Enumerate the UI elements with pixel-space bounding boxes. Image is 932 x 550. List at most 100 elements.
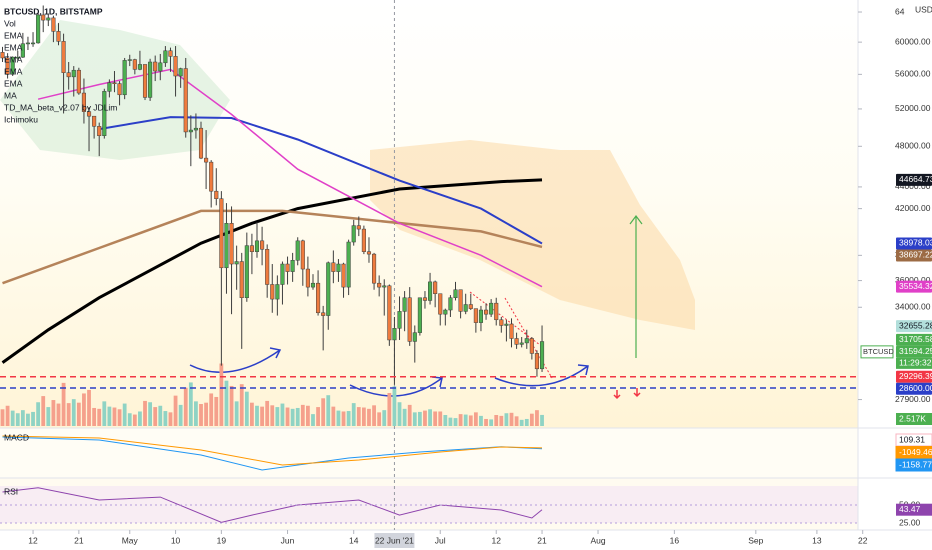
price-tag-label: 35534.32 bbox=[899, 281, 932, 291]
candle-body bbox=[20, 43, 25, 58]
price-tag-label: 31594.25 bbox=[899, 346, 932, 356]
ma-line bbox=[99, 116, 543, 245]
candle-body bbox=[397, 311, 402, 329]
volume-bar bbox=[204, 402, 208, 426]
legend-item: EMA bbox=[4, 78, 23, 88]
candle-body bbox=[448, 297, 453, 311]
candle-body bbox=[422, 297, 428, 301]
volume-bar bbox=[46, 407, 51, 426]
y-tick-label: 36000.00 bbox=[895, 275, 931, 285]
crosshair-label-bg bbox=[374, 533, 415, 548]
candle-body bbox=[484, 309, 489, 315]
candle-body bbox=[239, 261, 244, 298]
volume-bar bbox=[10, 410, 15, 426]
volume-bar bbox=[132, 414, 137, 426]
volume-bar bbox=[479, 415, 483, 426]
y-tick-label: 34000.00 bbox=[895, 302, 931, 312]
chart-title: BTCUSD, 1D, BITSTAMP bbox=[4, 6, 103, 16]
volume-bar bbox=[97, 408, 102, 426]
volume-bar bbox=[138, 411, 142, 426]
x-tick-label: 13 bbox=[812, 535, 822, 545]
volume-bar bbox=[163, 411, 168, 426]
candle-body bbox=[260, 240, 265, 250]
candle-body bbox=[336, 263, 341, 272]
y-tick-label: 52000.00 bbox=[895, 103, 931, 113]
volume-bar bbox=[489, 419, 494, 426]
volume-bar bbox=[143, 400, 147, 426]
candle-body bbox=[183, 68, 188, 133]
price-tag bbox=[896, 249, 932, 262]
volume-bar bbox=[66, 403, 71, 426]
price-tag bbox=[896, 370, 932, 383]
macd-tag-label: -1049.46 bbox=[899, 447, 932, 457]
volume-bar bbox=[41, 396, 46, 426]
volume-bar bbox=[306, 405, 310, 426]
volume-bar bbox=[199, 404, 203, 426]
candle-body bbox=[499, 319, 504, 326]
annotation-arrow bbox=[629, 215, 643, 225]
countdown-bg bbox=[896, 357, 932, 369]
volume-bar bbox=[504, 413, 509, 426]
candle-body bbox=[463, 304, 468, 312]
volume-bar bbox=[31, 411, 35, 426]
candle-body bbox=[219, 198, 224, 269]
candle-body bbox=[407, 297, 412, 342]
legend-item: Ichimoku bbox=[4, 114, 38, 124]
volume-bar bbox=[194, 401, 198, 426]
pane-title: MACD bbox=[4, 432, 29, 442]
ma-line bbox=[1, 178, 543, 364]
annotation-curve bbox=[349, 377, 443, 397]
price-tag bbox=[896, 382, 932, 395]
candle-body bbox=[290, 260, 295, 272]
volume-bar bbox=[519, 419, 524, 426]
candle-body bbox=[66, 72, 71, 78]
volume-bar bbox=[290, 408, 295, 426]
candle-body bbox=[305, 268, 310, 288]
candle-body bbox=[417, 297, 422, 333]
volume-bar bbox=[5, 405, 10, 426]
volume-bar bbox=[351, 403, 356, 426]
volume-bar bbox=[178, 404, 183, 426]
ichimoku-cloud bbox=[370, 140, 695, 330]
x-tick-label: 12 bbox=[491, 535, 501, 545]
volume-bar bbox=[239, 384, 244, 426]
volume-bar bbox=[494, 415, 499, 426]
volume-bar bbox=[484, 418, 488, 426]
x-tick-label: Jul bbox=[435, 535, 446, 545]
ma-line bbox=[37, 68, 543, 288]
rsi-tag bbox=[896, 503, 932, 516]
candle-body bbox=[341, 263, 346, 288]
candle-body bbox=[209, 161, 214, 192]
candle-body bbox=[214, 190, 219, 199]
candle-body bbox=[244, 245, 249, 298]
x-tick-label: 16 bbox=[670, 535, 680, 545]
candle-body bbox=[5, 57, 10, 75]
volume-bar bbox=[153, 407, 158, 426]
volume-bar bbox=[214, 396, 219, 426]
volume-bar bbox=[524, 418, 529, 426]
candle-body bbox=[351, 225, 356, 243]
legend-item: EMA bbox=[4, 66, 23, 76]
candle-body bbox=[56, 31, 61, 42]
candle-body bbox=[372, 253, 377, 284]
candle-body bbox=[310, 282, 316, 288]
volume-bar bbox=[428, 409, 432, 426]
x-tick-label: May bbox=[122, 535, 139, 545]
candle-body bbox=[25, 42, 30, 45]
candle-body bbox=[412, 332, 417, 342]
volume-bar bbox=[433, 411, 438, 426]
candle-body bbox=[433, 281, 438, 294]
candle-body bbox=[229, 223, 234, 265]
volume-bar bbox=[148, 402, 153, 426]
volume-bar bbox=[535, 410, 539, 426]
candle-body bbox=[534, 353, 540, 370]
annotation-arrow bbox=[613, 390, 621, 400]
annotation-arrow bbox=[269, 347, 282, 359]
x-tick-label: 14 bbox=[349, 535, 359, 545]
candle-body bbox=[107, 82, 112, 92]
volume-bar bbox=[209, 393, 214, 426]
candle-body bbox=[443, 309, 448, 315]
volume-bar bbox=[397, 402, 402, 426]
candle-body bbox=[361, 228, 366, 252]
